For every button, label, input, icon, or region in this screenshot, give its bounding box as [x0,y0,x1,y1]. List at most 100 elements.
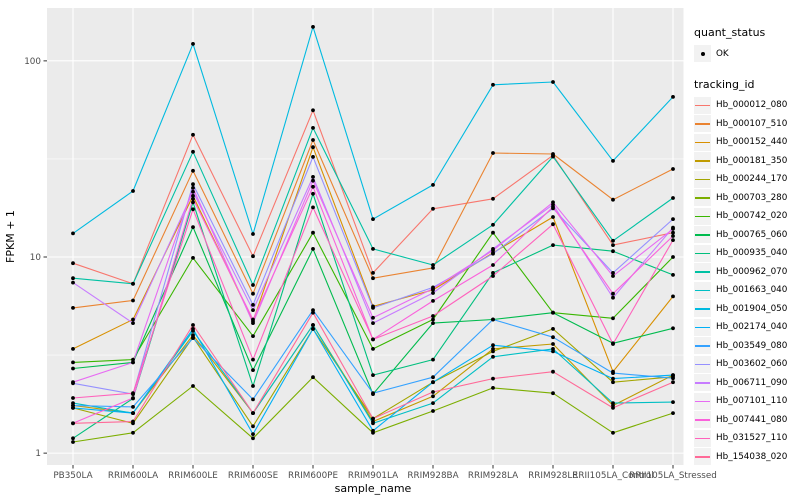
data-point [431,299,435,303]
legend-color-swatch-icon [694,133,711,151]
data-point [611,316,615,321]
legend-item-Hb_001663_040: Hb_001663_040 [694,281,800,299]
data-point [251,291,255,296]
data-point [131,391,135,396]
data-point [311,310,315,315]
data-point [71,440,75,444]
legend-item-Hb_007101_110: Hb_007101_110 [694,392,800,410]
data-point [251,357,255,362]
data-point [491,251,495,256]
data-point [191,194,195,198]
data-point [671,373,675,377]
data-point [191,149,195,154]
legend-item-Hb_002174_040: Hb_002174_040 [694,318,800,336]
data-point [191,42,195,46]
data-point [251,254,255,259]
data-point [611,238,615,243]
data-point [71,261,75,266]
data-point [191,186,195,190]
data-point [611,401,615,405]
data-point [611,243,615,248]
data-point [71,396,75,400]
data-point [371,416,375,421]
legend-item-label: Hb_154038_020 [716,451,788,462]
legend-color-swatch-icon [694,263,711,280]
data-point [251,411,255,415]
data-point [371,321,375,325]
data-point [611,342,615,346]
legend-item-Hb_154038_020: Hb_154038_020 [694,448,800,465]
data-point [431,266,435,270]
data-point [551,327,555,331]
data-point [191,336,195,340]
data-point [491,386,495,390]
data-point [71,403,75,408]
data-point [611,376,615,381]
legend-item-Hb_000742_020: Hb_000742_020 [694,207,800,225]
data-point [671,376,675,381]
data-point [611,274,615,278]
data-point [551,243,555,248]
legend-item-label: Hb_002174_040 [716,322,788,332]
legend-item-Hb_000244_170: Hb_000244_170 [694,170,800,188]
data-point [71,380,75,385]
legend-item-label: Hb_000962_070 [716,266,788,277]
data-point [551,342,555,346]
data-point [71,280,75,285]
data-point [131,405,135,409]
legend-color-swatch-icon [694,152,711,169]
data-point [671,273,675,277]
data-point [431,291,435,295]
data-point [431,317,435,322]
data-point [611,406,615,410]
data-point [191,200,195,205]
data-point [371,428,375,433]
x-axis-title: sample_name [335,482,412,495]
data-point [191,182,195,187]
data-point [311,230,315,235]
data-point [611,291,615,296]
data-point [431,375,435,380]
data-point [611,295,615,300]
legend-item-Hb_001904_050: Hb_001904_050 [694,300,800,317]
data-point [311,126,315,130]
data-point [671,411,675,415]
data-point [431,380,435,385]
legend-color-swatch-icon [694,115,711,132]
data-point [131,298,135,303]
data-point [431,263,435,267]
legend-item-Hb_000107_510: Hb_000107_510 [694,115,800,132]
data-point [311,191,315,196]
legend-color-swatch-icon [694,374,711,391]
data-point [491,271,495,275]
data-point [671,227,675,231]
data-point [491,376,495,381]
legend-color-swatch-icon [694,170,711,188]
data-point [71,421,75,426]
legend-item-label: Hb_007101_110 [716,396,788,406]
data-point [491,274,495,278]
legend-item-Hb_007441_080: Hb_007441_080 [694,411,800,428]
data-point [131,321,135,325]
data-point [191,384,195,388]
data-point [671,238,675,243]
data-point [551,205,555,209]
data-point [131,430,135,435]
data-point [311,205,315,210]
legend-item-label: Hb_007441_080 [716,414,788,425]
y-tick-label: 10 [30,253,42,263]
data-point [671,255,675,259]
legend-item-label: Hb_001904_050 [716,303,788,314]
x-tick-label: RRIM600LE [168,471,218,481]
x-tick-label: RRIM600PE [288,471,338,481]
legend-item-Hb_000962_070: Hb_000962_070 [694,263,800,280]
legend-color-swatch-icon [694,337,711,354]
data-point [551,369,555,374]
legend-tracking-id-title: tracking_id [694,77,755,91]
legend-item-label: Hb_000244_170 [716,174,788,184]
legend-item-label: OK [716,48,729,59]
data-point [491,151,495,155]
x-tick-label: RRIM600LA [108,471,158,481]
data-point [371,347,375,351]
